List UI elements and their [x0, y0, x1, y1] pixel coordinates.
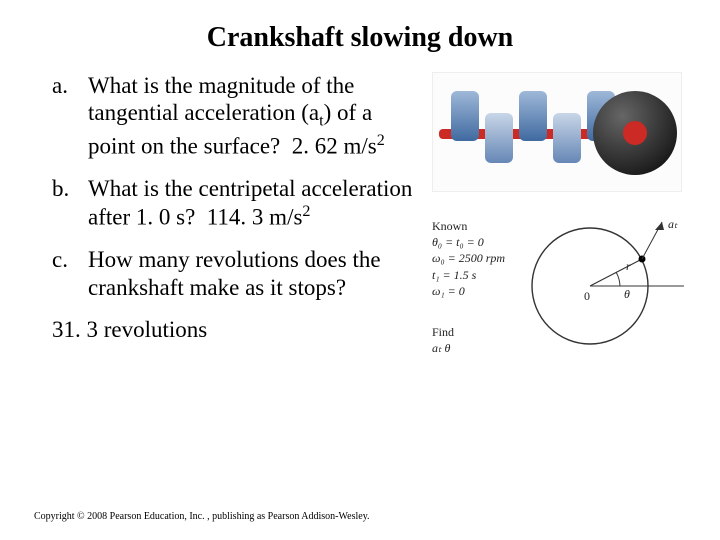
known-t1: t₁ = 1.5 s	[432, 267, 505, 283]
questions-column: What is the magnitude of the tangential …	[46, 72, 432, 364]
at-label: aₜ	[668, 217, 678, 231]
question-b: What is the centripetal acceleration aft…	[46, 175, 420, 230]
known-theta0: θ₀ = t₀ = 0	[432, 234, 505, 250]
question-c: How many revolutions does the crankshaft…	[46, 246, 420, 300]
question-a: What is the magnitude of the tangential …	[46, 72, 420, 159]
known-omega1: ω₁ = 0	[432, 283, 505, 299]
answer-c: 31. 3 revolutions	[46, 317, 420, 343]
crankshaft-figure	[432, 72, 682, 192]
piston-1	[451, 91, 479, 141]
content-row: What is the magnitude of the tangential …	[0, 72, 720, 364]
flywheel-hub	[623, 121, 647, 145]
figures-column: Known θ₀ = t₀ = 0 ω₀ = 2500 rpm t₁ = 1.5…	[432, 72, 690, 364]
page-title: Crankshaft slowing down	[0, 0, 720, 72]
known-block: Known θ₀ = t₀ = 0 ω₀ = 2500 rpm t₁ = 1.5…	[432, 218, 505, 299]
piston-4	[553, 113, 581, 163]
known-label: Known	[432, 218, 505, 234]
circle-svg: aₜ r θ 0	[524, 214, 684, 354]
circle-diagram: Known θ₀ = t₀ = 0 ω₀ = 2500 rpm t₁ = 1.5…	[432, 214, 682, 364]
zero-label: 0	[584, 289, 590, 303]
question-list: What is the magnitude of the tangential …	[46, 72, 420, 301]
piston-3	[519, 91, 547, 141]
copyright: Copyright © 2008 Pearson Education, Inc.…	[34, 511, 370, 522]
r-label: r	[626, 259, 631, 273]
find-block: Find aₜ θ	[432, 324, 454, 356]
piston-2	[485, 113, 513, 163]
find-vars: aₜ θ	[432, 340, 454, 356]
find-label: Find	[432, 324, 454, 340]
theta-label: θ	[624, 287, 630, 301]
known-omega0: ω₀ = 2500 rpm	[432, 250, 505, 266]
